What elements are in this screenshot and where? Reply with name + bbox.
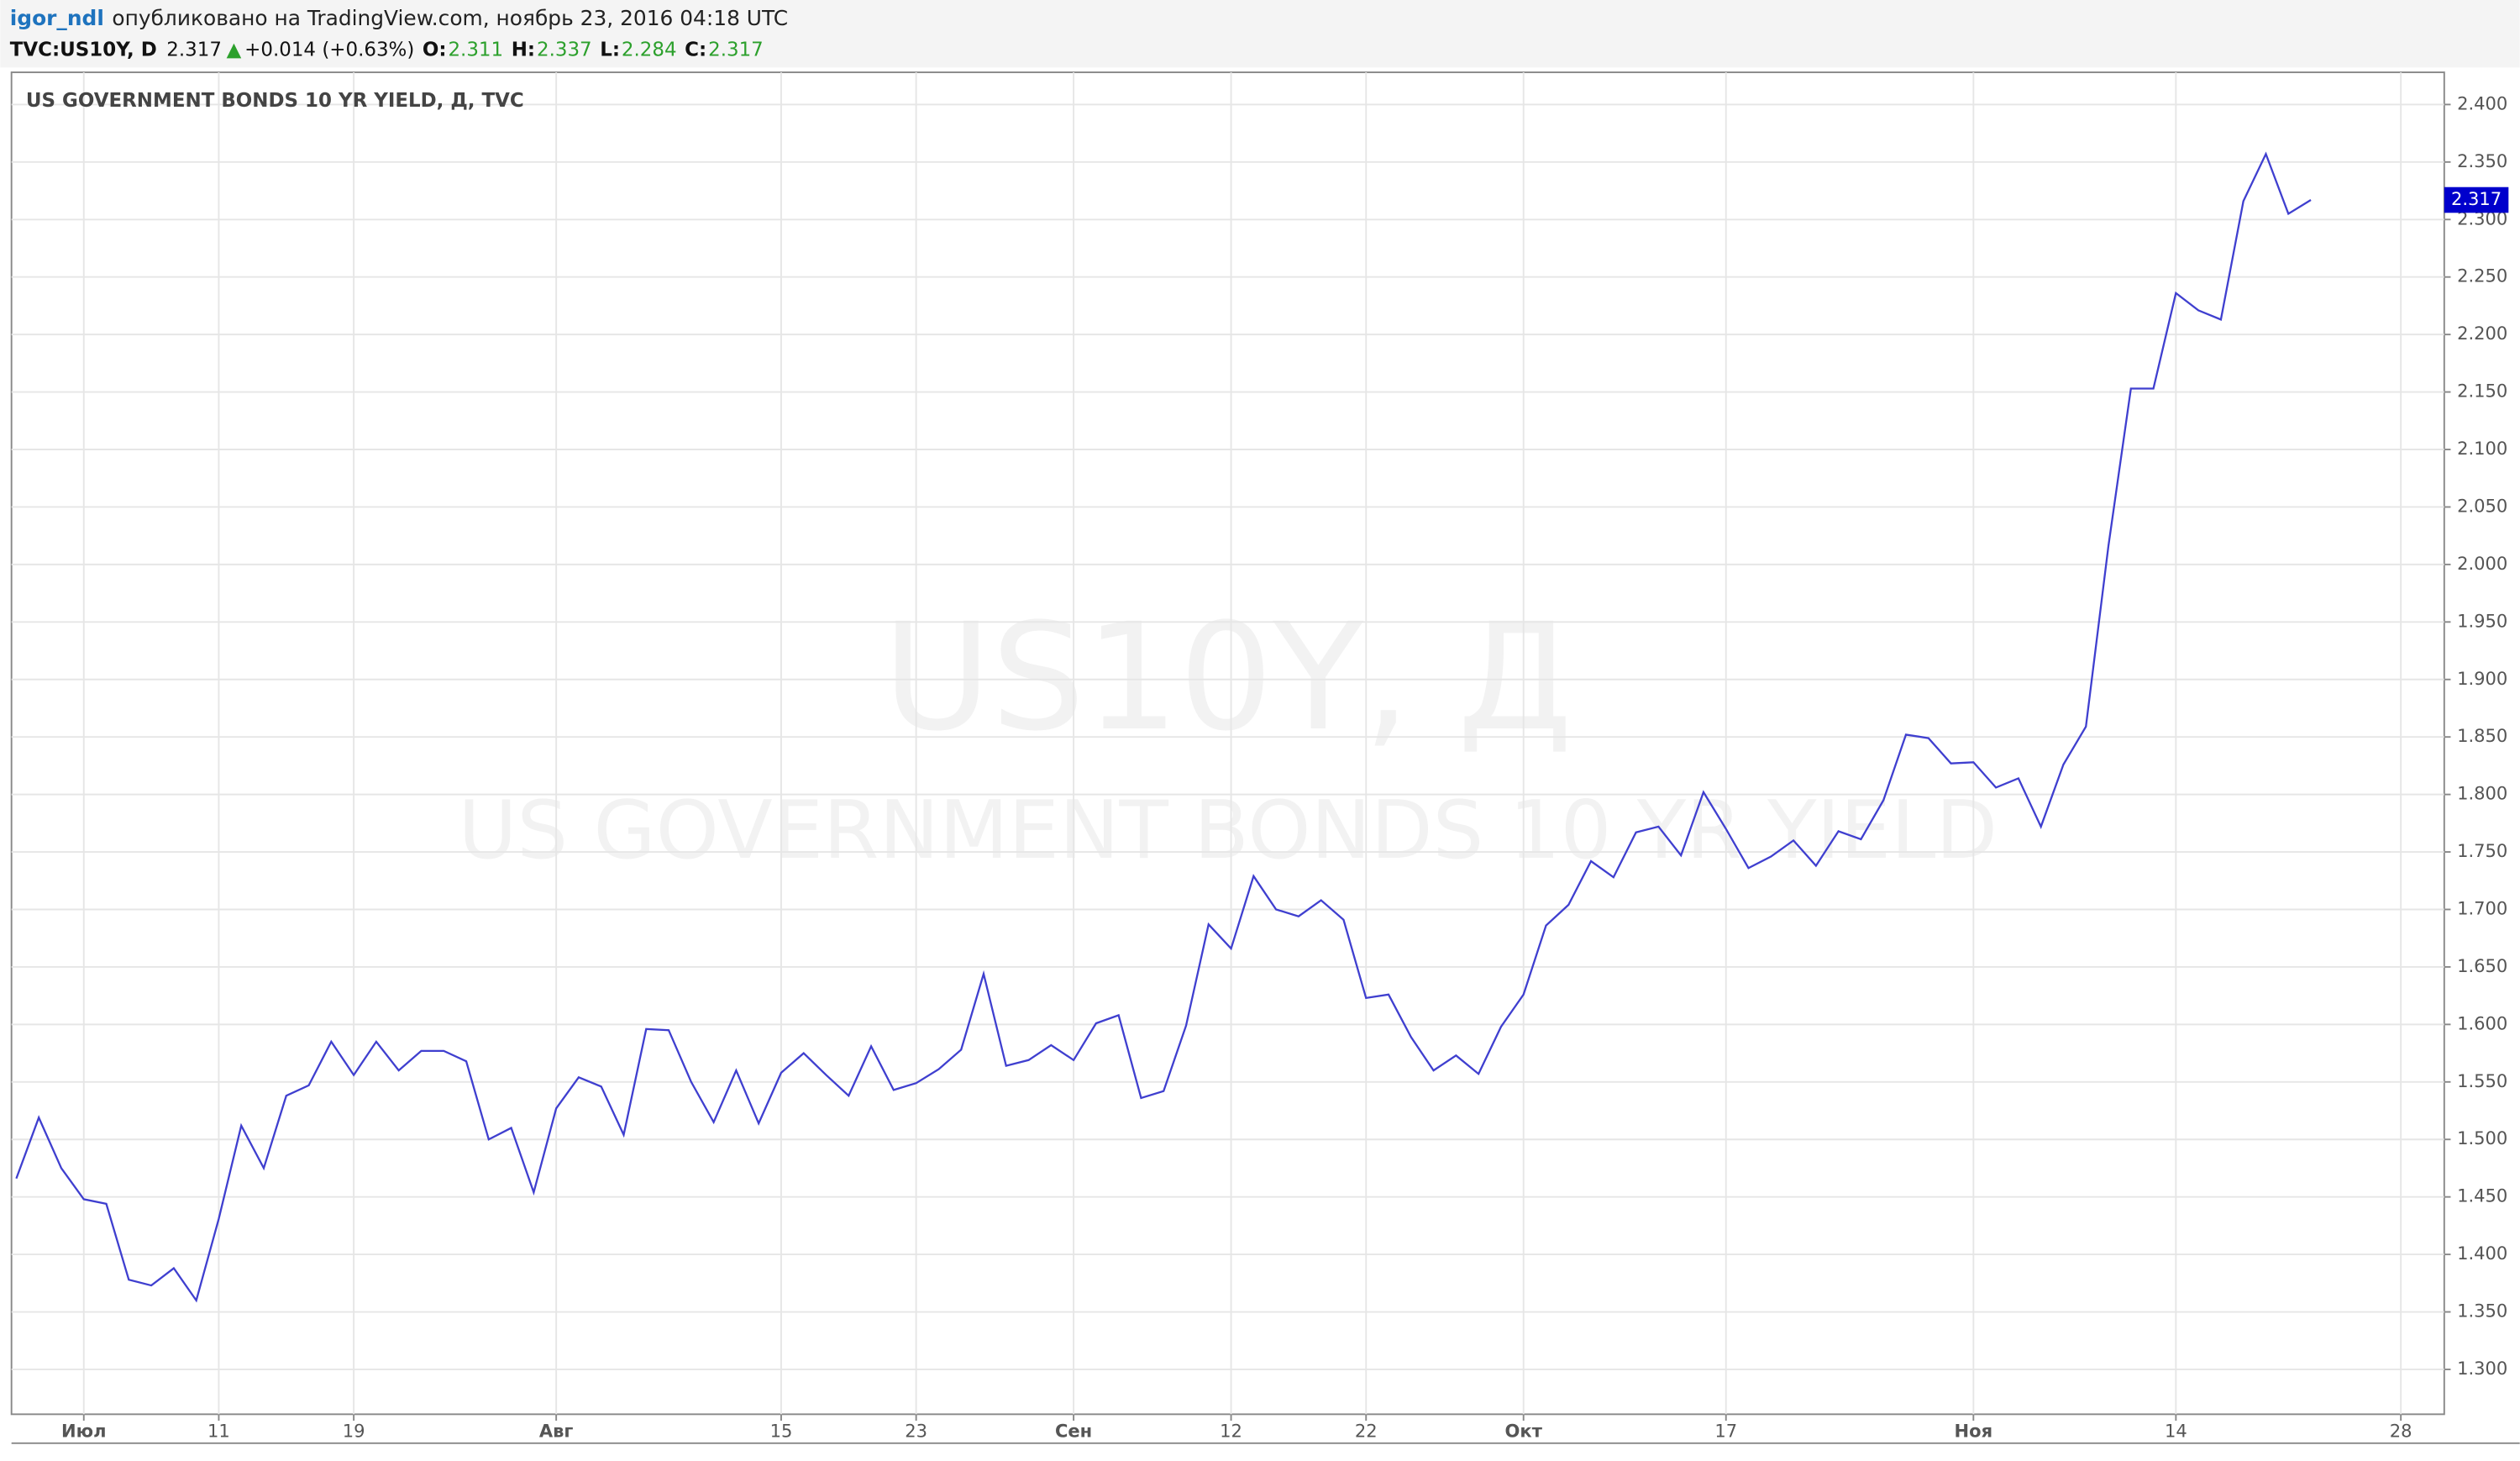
x-tick-label: Окт <box>1505 1420 1543 1441</box>
y-tick-label: 2.250 <box>2457 265 2507 286</box>
y-tick-label: 1.800 <box>2457 783 2507 804</box>
up-arrow: ▲ <box>227 39 242 60</box>
x-tick-label: Июл <box>61 1420 106 1441</box>
x-tick-label: 15 <box>770 1420 793 1441</box>
price-line <box>15 151 2312 1303</box>
y-tick-label: 1.850 <box>2457 725 2507 746</box>
x-tick-label: 19 <box>343 1420 365 1441</box>
y-tick-label: 2.400 <box>2457 92 2507 113</box>
last-price-tag <box>2444 187 2509 213</box>
y-tick-label: 1.500 <box>2457 1127 2507 1148</box>
watermark: US10Y, Д <box>883 591 1572 764</box>
y-tick-label: 1.650 <box>2457 955 2507 976</box>
ohlc-value: 2.337 <box>537 39 592 60</box>
author-link[interactable]: igor_ndl <box>10 6 104 30</box>
x-tick-label: 22 <box>1355 1420 1378 1441</box>
y-tick-label: 1.600 <box>2457 1012 2507 1033</box>
quote-line: TVC:US10Y, D 2.317 ▲ +0.014 (+0.63%) O: 2.311… <box>10 39 764 60</box>
y-tick-label: 1.750 <box>2457 840 2507 861</box>
y-tick-label: 1.550 <box>2457 1070 2507 1091</box>
y-tick-label: 1.900 <box>2457 668 2507 689</box>
y-tick-label: 2.150 <box>2457 381 2507 402</box>
last-price-label: 2.317 <box>2451 188 2502 209</box>
y-tick-label: 2.200 <box>2457 323 2507 344</box>
y-tick-label: 2.100 <box>2457 438 2507 459</box>
ohlc-value: 2.317 <box>708 39 764 60</box>
y-tick-label: 1.400 <box>2457 1243 2507 1264</box>
y-tick-label: 2.000 <box>2457 553 2507 574</box>
ohlc-key: L: <box>600 39 620 60</box>
x-tick-label: Ноя <box>1955 1420 1993 1441</box>
x-tick-label: Авг <box>539 1420 574 1441</box>
chart-title: US GOVERNMENT BONDS 10 YR YIELD, Д, TVC <box>26 90 524 112</box>
ohlc-key: C: <box>685 39 706 60</box>
y-tick-label: 1.950 <box>2457 610 2507 631</box>
y-tick-label: 2.350 <box>2457 150 2507 171</box>
y-tick-label: 1.350 <box>2457 1301 2507 1322</box>
ohlc-value: 2.311 <box>448 39 503 60</box>
symbol: TVC:US10Y, D <box>10 39 157 60</box>
plot-frame <box>10 71 2445 1416</box>
ohlc-key: O: <box>423 39 447 60</box>
x-tick-label: 28 <box>2390 1420 2412 1441</box>
x-tick-label: 17 <box>1714 1420 1737 1441</box>
ohlc-key: H: <box>512 39 535 60</box>
x-tick-label: 11 <box>207 1420 230 1441</box>
ohlc-value: 2.284 <box>622 39 677 60</box>
header-line: igor_ndl опубликовано на TradingView.com,… <box>10 6 788 30</box>
y-tick-label: 1.450 <box>2457 1185 2507 1206</box>
last-price: 2.317 <box>166 39 222 60</box>
x-tick-label: 12 <box>1220 1420 1242 1441</box>
y-tick-label: 1.700 <box>2457 897 2507 918</box>
watermark: US GOVERNMENT BONDS 10 YR YIELD <box>458 783 1998 877</box>
header-bar <box>0 0 2520 68</box>
x-tick-label: 23 <box>905 1420 927 1441</box>
x-tick-label: Сен <box>1055 1420 1092 1441</box>
y-tick-label: 2.050 <box>2457 495 2507 516</box>
y-tick-label: 1.300 <box>2457 1358 2507 1379</box>
change: +0.014 (+0.63%) <box>244 39 414 60</box>
published-note: опубликовано на TradingView.com, ноябрь … <box>112 6 788 30</box>
x-tick-label: 14 <box>2165 1420 2187 1441</box>
